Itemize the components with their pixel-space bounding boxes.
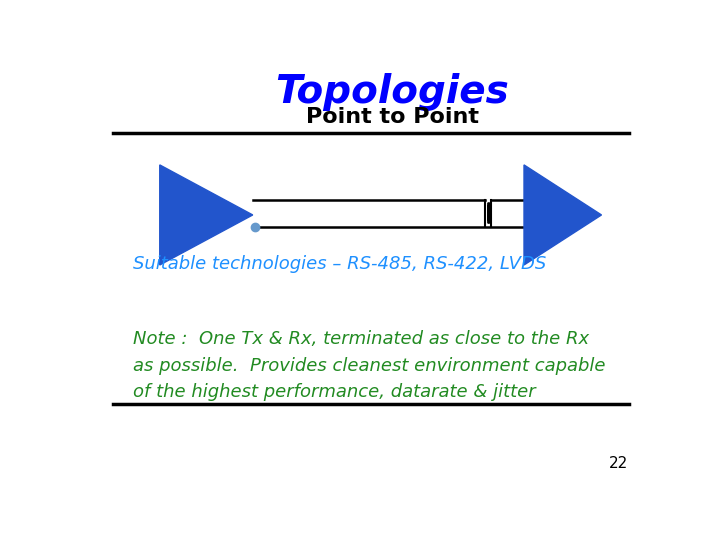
- Text: Point to Point: Point to Point: [306, 107, 479, 127]
- Text: Note :  One Tx & Rx, terminated as close to the Rx
as possible.  Provides cleane: Note : One Tx & Rx, terminated as close …: [132, 330, 605, 401]
- Polygon shape: [160, 165, 253, 265]
- Text: Topologies: Topologies: [275, 73, 509, 111]
- Text: 22: 22: [609, 456, 629, 471]
- Text: Suitable technologies – RS-485, RS-422, LVDS: Suitable technologies – RS-485, RS-422, …: [132, 255, 546, 273]
- Polygon shape: [524, 165, 601, 265]
